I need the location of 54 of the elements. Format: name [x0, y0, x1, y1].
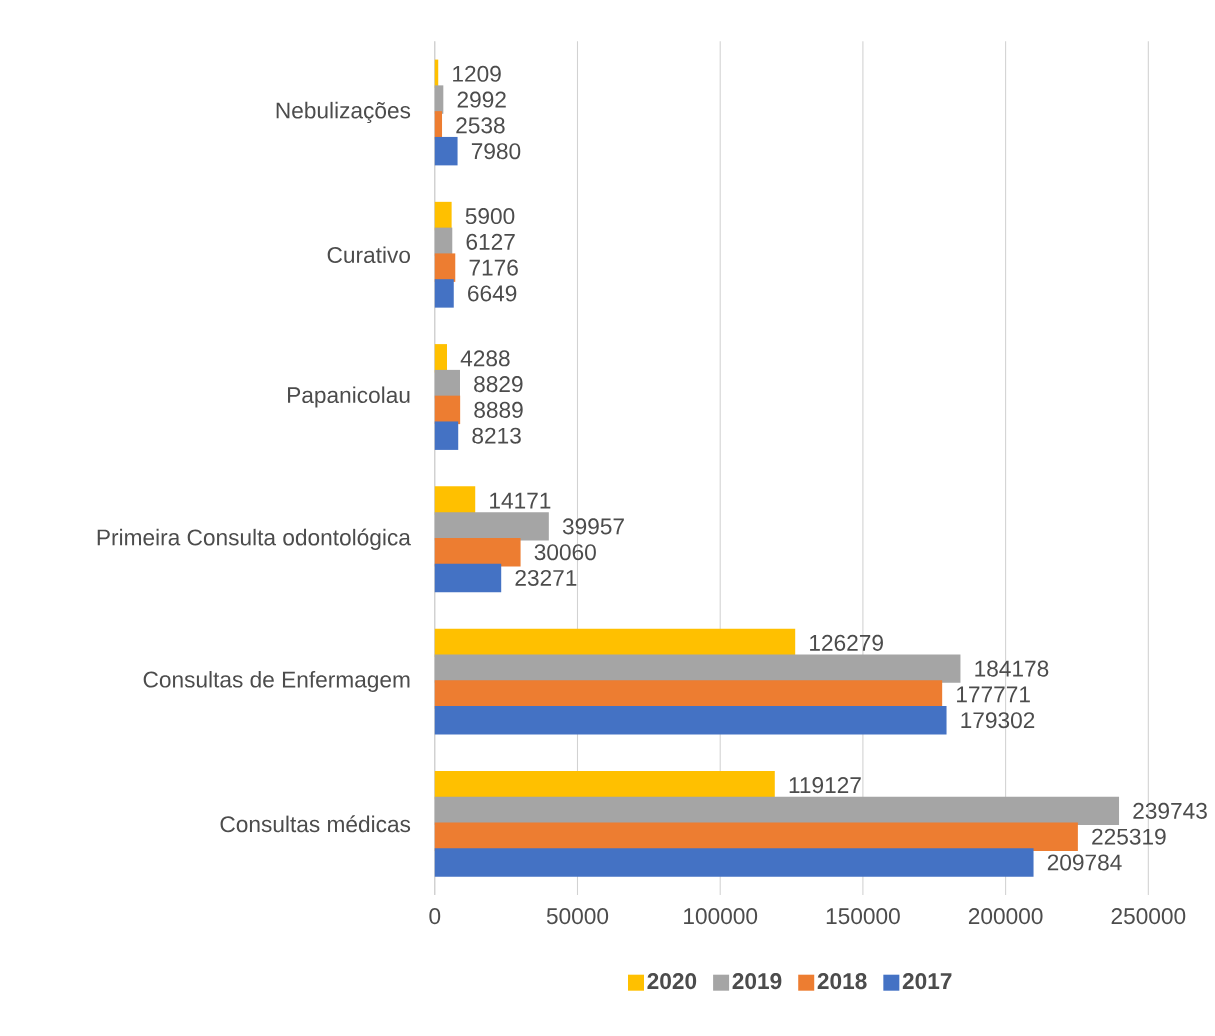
x-tick-label: 100000 [684, 907, 758, 924]
data-label: 8829 [474, 375, 523, 392]
x-tick-label: 150000 [826, 907, 900, 924]
y-tick-label: Consultas médicas [220, 815, 411, 833]
data-label: 30060 [534, 543, 596, 561]
x-tick-label: 250000 [1111, 907, 1186, 924]
y-tick-label: Papanicolau [288, 386, 410, 408]
data-label: 6127 [466, 233, 515, 250]
data-label: 209784 [1047, 854, 1122, 871]
data-label: 8889 [474, 401, 523, 418]
x-tick-label: 200000 [968, 907, 1043, 924]
data-label: 119127 [789, 776, 861, 794]
data-label: 39957 [562, 518, 624, 535]
bar [434, 136, 458, 166]
legend-label: 2020 [647, 972, 697, 989]
y-tick-label: Primeira Consulta odontológica [97, 528, 411, 550]
data-label: 7176 [469, 259, 518, 276]
x-tick-label: 0 [429, 907, 441, 924]
data-label: 2992 [457, 91, 506, 108]
legend-label: 2018 [817, 972, 867, 989]
data-label: 6649 [468, 285, 517, 302]
bar [434, 201, 452, 231]
bar [434, 279, 454, 308]
data-label: 179302 [961, 712, 1035, 729]
data-label: 225319 [1092, 828, 1166, 845]
data-label: 5900 [465, 207, 515, 224]
y-tick-label: Nebulizações [276, 101, 411, 123]
data-label: 4288 [460, 350, 510, 367]
y-tick-label: Curativo [327, 246, 410, 263]
bar [434, 343, 448, 373]
bar [434, 705, 947, 735]
data-label: 8213 [472, 427, 521, 444]
bar [434, 563, 502, 593]
data-label: 126279 [810, 634, 883, 651]
legend-label: 2019 [732, 972, 782, 989]
bar [434, 421, 459, 450]
data-label: 184178 [975, 660, 1049, 677]
bar [434, 369, 460, 399]
bar [434, 770, 775, 800]
data-label: 7980 [471, 142, 521, 160]
bar [434, 537, 521, 567]
data-label: 177771 [957, 686, 1030, 703]
bar [434, 848, 1034, 877]
data-label: 1209 [453, 65, 501, 82]
bar [434, 253, 456, 282]
data-label: 2538 [456, 117, 505, 134]
y-tick-label: Consultas de Enfermagem [143, 670, 410, 692]
bar [434, 822, 1078, 851]
data-label: 23271 [515, 569, 577, 586]
legend-label: 2017 [902, 972, 952, 989]
data-label: 239743 [1133, 802, 1207, 819]
bar [434, 512, 549, 541]
x-tick-label: 50000 [546, 907, 609, 924]
data-label: 14171 [490, 492, 551, 509]
